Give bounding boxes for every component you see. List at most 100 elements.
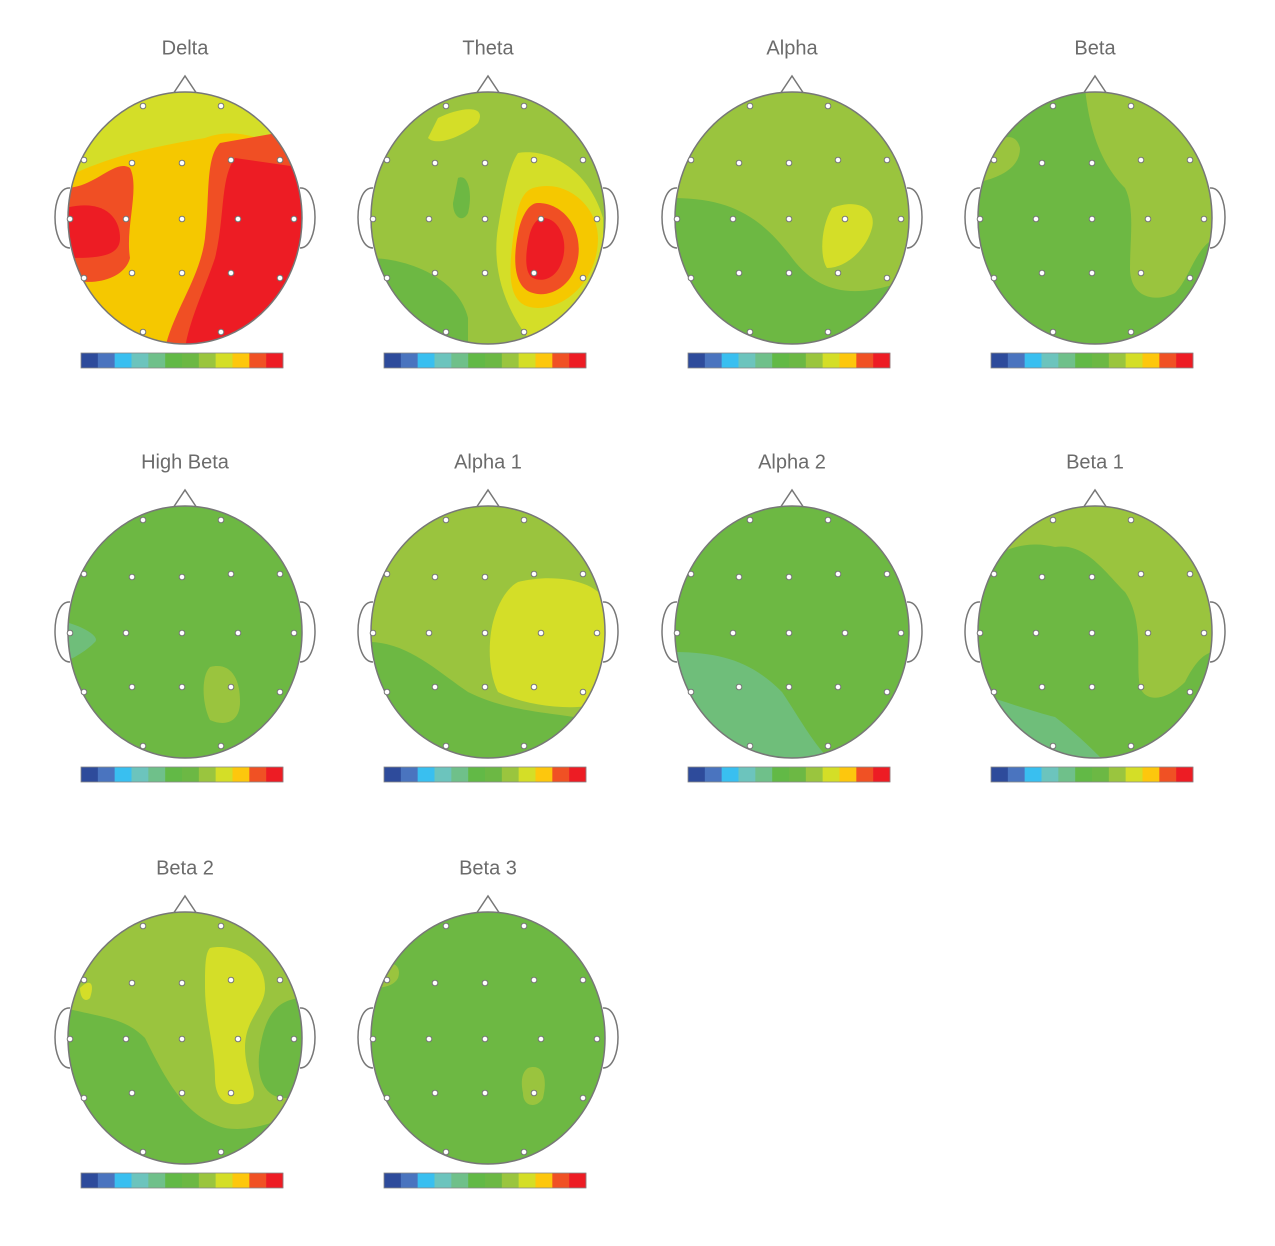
colorbar-swatch xyxy=(1058,353,1076,368)
electrode xyxy=(537,1035,545,1043)
colorbar-swatch xyxy=(81,1173,99,1188)
electrode xyxy=(217,742,225,750)
electrode xyxy=(276,156,284,164)
electrode xyxy=(276,688,284,696)
electrode xyxy=(1186,688,1194,696)
ear-left xyxy=(54,187,71,249)
electrode xyxy=(1049,742,1057,750)
colorbar-swatch xyxy=(485,767,503,782)
colorbar-swatch xyxy=(215,353,233,368)
electrode xyxy=(276,570,284,578)
colorbar-swatch xyxy=(1041,353,1059,368)
contour-region xyxy=(822,204,873,268)
electrode xyxy=(824,328,832,336)
electrode xyxy=(1049,328,1057,336)
contour-region xyxy=(489,578,605,708)
electrode xyxy=(442,516,450,524)
electrode xyxy=(227,976,235,984)
electrode xyxy=(579,156,587,164)
colorbar-swatch xyxy=(468,767,486,782)
nose xyxy=(172,74,198,95)
colorbar-swatch xyxy=(182,767,200,782)
colorbar-swatch xyxy=(165,1173,183,1188)
colorbar-swatch xyxy=(232,767,250,782)
colorbar-swatch xyxy=(518,1173,536,1188)
electrode xyxy=(383,274,391,282)
colorbar-swatch xyxy=(81,353,99,368)
electrode xyxy=(481,1089,489,1097)
head-map xyxy=(964,74,1226,345)
electrode xyxy=(1088,215,1096,223)
colorbar-swatch xyxy=(856,767,874,782)
electrode xyxy=(227,570,235,578)
electrode xyxy=(481,269,489,277)
electrode xyxy=(128,159,136,167)
ear-left xyxy=(54,601,71,663)
colorbar-swatch xyxy=(1176,353,1194,368)
colorbar-swatch xyxy=(114,767,132,782)
colorbar-swatch xyxy=(1142,353,1160,368)
electrode xyxy=(1127,742,1135,750)
electrode xyxy=(520,516,528,524)
electrode xyxy=(579,688,587,696)
colorbar-swatch xyxy=(569,1173,587,1188)
electrode xyxy=(139,516,147,524)
colorbar-swatch xyxy=(1041,767,1059,782)
electrode xyxy=(824,742,832,750)
electrode xyxy=(687,274,695,282)
electrode xyxy=(976,215,984,223)
map-title: Delta xyxy=(162,37,210,59)
electrode xyxy=(687,570,695,578)
electrode xyxy=(1088,269,1096,277)
electrode xyxy=(520,328,528,336)
colorbar-swatch xyxy=(97,1173,115,1188)
colorbar-swatch xyxy=(384,1173,402,1188)
electrode xyxy=(735,683,743,691)
electrode xyxy=(139,328,147,336)
colorbar-swatch xyxy=(688,353,706,368)
electrode xyxy=(178,979,186,987)
nose xyxy=(475,488,501,509)
electrode xyxy=(481,979,489,987)
ear-left xyxy=(54,1007,71,1069)
electrode xyxy=(537,629,545,637)
electrode xyxy=(593,215,601,223)
electrode xyxy=(66,629,74,637)
electrode xyxy=(1137,570,1145,578)
colorbar-swatch xyxy=(518,767,536,782)
electrode xyxy=(735,573,743,581)
ear-right xyxy=(602,1007,619,1069)
electrode xyxy=(290,629,298,637)
electrode xyxy=(1200,215,1208,223)
colorbar-swatch xyxy=(451,767,469,782)
electrode xyxy=(122,1035,130,1043)
electrode xyxy=(178,1035,186,1043)
electrode xyxy=(785,269,793,277)
electrode xyxy=(673,629,681,637)
electrode xyxy=(139,1148,147,1156)
electrode xyxy=(729,629,737,637)
colorbar-swatch xyxy=(451,1173,469,1188)
electrode xyxy=(746,516,754,524)
contour-region xyxy=(453,177,470,219)
electrode xyxy=(579,976,587,984)
electrode xyxy=(841,629,849,637)
electrode xyxy=(122,629,130,637)
nose xyxy=(475,894,501,915)
electrode xyxy=(990,688,998,696)
contour-region xyxy=(205,947,265,1105)
electrode xyxy=(520,742,528,750)
electrode xyxy=(227,269,235,277)
electrode xyxy=(227,1089,235,1097)
colorbar-swatch xyxy=(165,767,183,782)
contour-region xyxy=(428,109,480,142)
colorbar-swatch xyxy=(249,353,267,368)
nose xyxy=(1082,74,1108,95)
colorbar-swatch xyxy=(485,1173,503,1188)
colorbar-swatch xyxy=(1159,767,1177,782)
head-map xyxy=(54,894,316,1165)
electrode xyxy=(834,269,842,277)
electrode xyxy=(276,1094,284,1102)
electrode xyxy=(1127,102,1135,110)
colorbar-swatch xyxy=(434,1173,452,1188)
